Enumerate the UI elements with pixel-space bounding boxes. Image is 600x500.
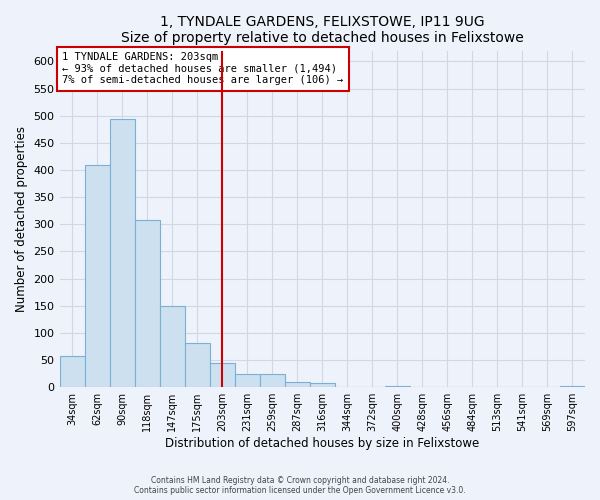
- X-axis label: Distribution of detached houses by size in Felixstowe: Distribution of detached houses by size …: [165, 437, 479, 450]
- Bar: [110, 120, 134, 387]
- Bar: [134, 220, 160, 387]
- Bar: [160, 306, 185, 387]
- Bar: [209, 363, 235, 387]
- Bar: [185, 342, 209, 387]
- Bar: [235, 374, 260, 387]
- Text: 1 TYNDALE GARDENS: 203sqm
← 93% of detached houses are smaller (1,494)
7% of sem: 1 TYNDALE GARDENS: 203sqm ← 93% of detac…: [62, 52, 343, 86]
- Title: 1, TYNDALE GARDENS, FELIXSTOWE, IP11 9UG
Size of property relative to detached h: 1, TYNDALE GARDENS, FELIXSTOWE, IP11 9UG…: [121, 15, 524, 45]
- Bar: [59, 356, 85, 387]
- Bar: [385, 386, 410, 387]
- Bar: [560, 386, 585, 387]
- Bar: [85, 164, 110, 387]
- Y-axis label: Number of detached properties: Number of detached properties: [15, 126, 28, 312]
- Bar: [310, 383, 335, 387]
- Bar: [260, 374, 285, 387]
- Text: Contains HM Land Registry data © Crown copyright and database right 2024.
Contai: Contains HM Land Registry data © Crown c…: [134, 476, 466, 495]
- Bar: [285, 382, 310, 387]
